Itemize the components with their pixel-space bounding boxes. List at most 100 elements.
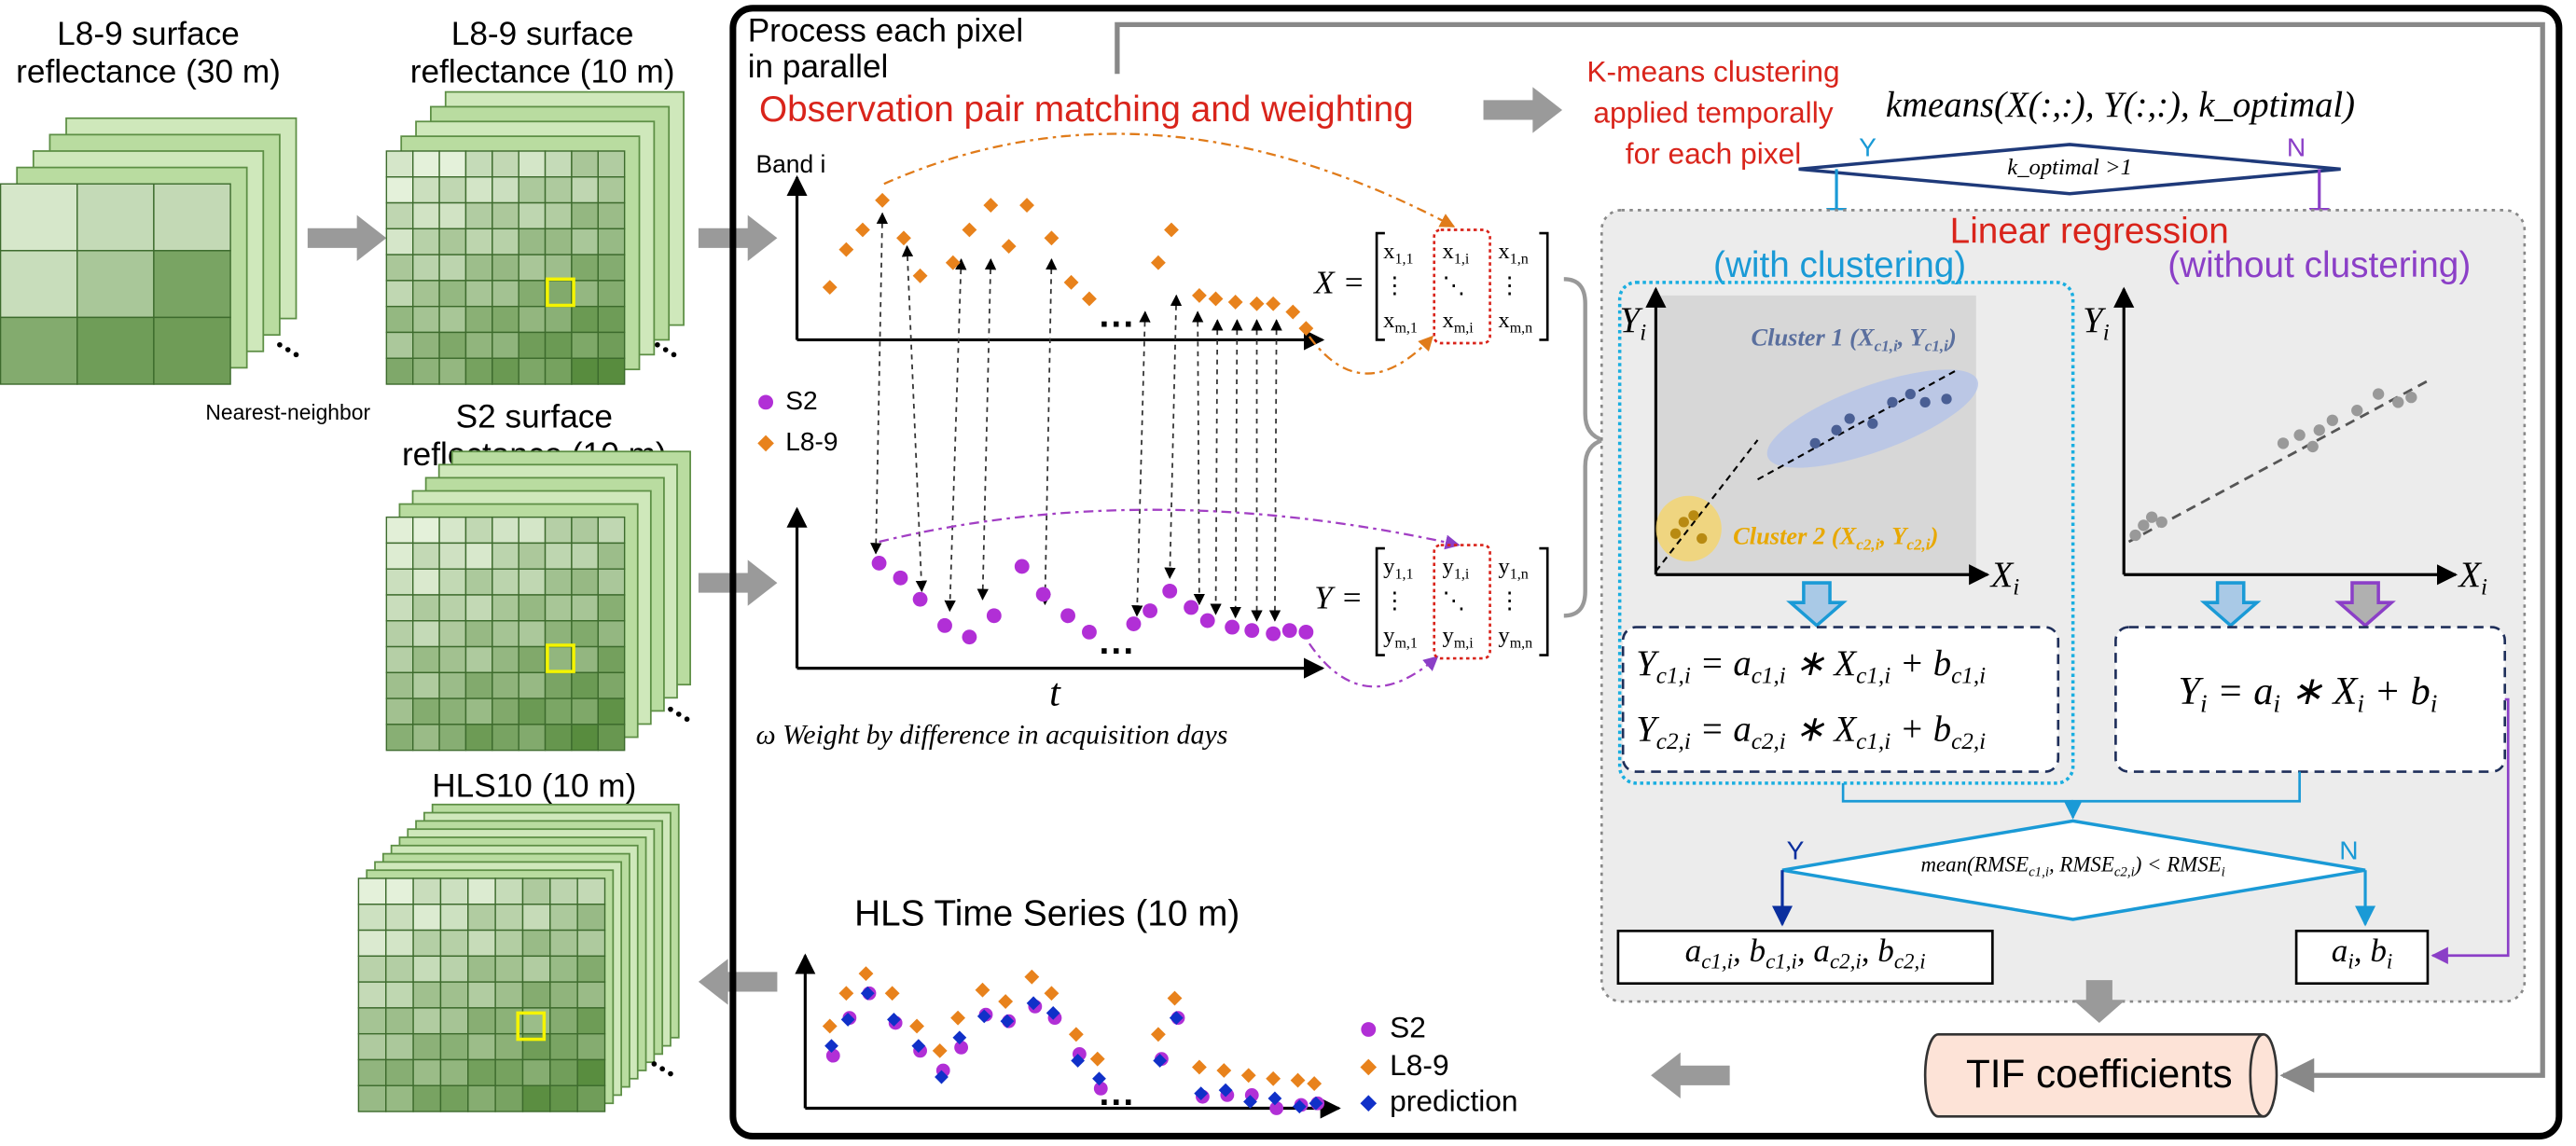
grid-cell: [467, 904, 496, 932]
diamond-point: [983, 198, 999, 214]
grid-cell: [76, 183, 155, 252]
grid-cell: [521, 1084, 551, 1112]
grid-cell: [467, 955, 496, 983]
formula-part: mean(RMSE: [1920, 853, 2029, 877]
prediction-point: [1243, 1095, 1257, 1109]
grid-cell: [544, 516, 573, 545]
grid-cell: [439, 955, 469, 983]
feedback-line: [1115, 21, 2545, 1093]
grid-cell: [544, 620, 573, 648]
subscript: i: [2222, 865, 2225, 880]
grid-cell: [518, 176, 547, 204]
formula-part: , RMSE: [2049, 853, 2114, 877]
grid-cell: [464, 620, 493, 648]
formula-part: , b: [1862, 932, 1894, 969]
sample-point: [2138, 519, 2150, 532]
subscript: 1,n: [1510, 251, 1529, 267]
grid-cell: [494, 904, 524, 932]
circle-point: [1060, 608, 1075, 624]
subscript: c1,i: [1951, 663, 1986, 688]
ellipsis-dot: [662, 347, 669, 352]
circle-point: [1143, 603, 1158, 618]
formula-part: + b: [2364, 669, 2431, 712]
formula-part: Y: [2178, 669, 2204, 712]
grid-cell: [438, 357, 467, 385]
formula: ac1,i, bc1,i, ac2,i, bc2,i: [1685, 932, 1926, 973]
diamond-point: [998, 994, 1014, 1009]
grid-cell: [412, 150, 440, 178]
grid-cell: [385, 1032, 414, 1061]
grid-cell: [357, 1058, 387, 1086]
column-highlight: [1433, 228, 1491, 345]
grid-cell: [0, 250, 78, 319]
legend-marker: [1360, 1058, 1378, 1076]
grid-cell: [464, 645, 493, 674]
grid-cell: [492, 671, 519, 699]
grid-cell: [467, 981, 496, 1009]
ellipsis-dot: [293, 352, 299, 358]
ellipsis-dot: [284, 347, 291, 352]
pair-link: [1229, 319, 1243, 619]
grid-cell: [467, 1058, 496, 1086]
grid-cell: [438, 542, 467, 570]
label: Y =: [1314, 580, 1363, 616]
ellipsis-dot: [659, 1066, 665, 1072]
grid-cell: [521, 929, 551, 958]
subscript: c1,i: [1875, 337, 1898, 354]
grid-cell: [385, 516, 414, 545]
diamond-point: [1191, 1059, 1207, 1075]
grid-cell: [153, 183, 231, 252]
prediction-point: [1046, 1005, 1060, 1020]
grid-cell: [571, 724, 599, 752]
prediction-point: [952, 1030, 967, 1045]
pair-link: [1164, 294, 1183, 580]
prediction-point: [976, 1009, 991, 1024]
diamond-point: [1167, 990, 1183, 1006]
grid-cell: [597, 542, 626, 570]
grid-cell: [576, 877, 606, 905]
grid-cell: [518, 568, 547, 596]
formula-part: ⋱: [1443, 588, 1466, 614]
flow-arrow: [698, 559, 778, 606]
diamond-point: [1024, 969, 1040, 985]
sample-point: [2313, 424, 2325, 436]
grid-cell: [494, 929, 524, 958]
grid-cell: [544, 280, 573, 308]
formula-part: X: [2457, 555, 2482, 595]
grid-cell: [576, 904, 606, 932]
prediction-point: [887, 1013, 901, 1027]
pixel-highlight: [516, 1011, 547, 1042]
grid-cell: [576, 929, 606, 958]
subscript: c2,i: [1656, 729, 1691, 754]
grid-cell: [464, 357, 493, 385]
grid-cell: [521, 955, 551, 983]
grid-cell: [549, 904, 578, 932]
grid-cell: [544, 228, 573, 255]
sample-point: [2372, 388, 2385, 400]
sample-point: [1809, 437, 1821, 449]
grid-cell: [385, 904, 414, 932]
grid-cell: [438, 305, 467, 334]
grid-cell: [412, 516, 440, 545]
label: N: [2339, 835, 2358, 864]
grid-cell: [492, 568, 519, 596]
label: TIF coefficients: [1966, 1052, 2233, 1096]
ellipsis-dot: [684, 716, 690, 723]
ellipsis-dot: [668, 706, 673, 712]
grid-cell: [544, 176, 573, 204]
subscript: c2,i: [1951, 729, 1986, 754]
grid-cell: [518, 516, 547, 545]
grid-cell: [412, 620, 440, 648]
grid-cell: [518, 150, 547, 178]
matrix-entry: ym,i: [1443, 623, 1475, 651]
grid-cell: [492, 697, 519, 725]
prediction-point: [1292, 1099, 1307, 1114]
diamond-point: [1285, 304, 1301, 320]
grid-cell: [438, 150, 467, 178]
subscript: c1,i: [1656, 663, 1691, 688]
grid-cell: [412, 904, 442, 932]
matrix-bracket: [1375, 231, 1385, 341]
formula: Xi: [1989, 555, 2020, 601]
grid-cell: [518, 697, 547, 725]
matrix-entry: ⋮: [1383, 588, 1406, 614]
